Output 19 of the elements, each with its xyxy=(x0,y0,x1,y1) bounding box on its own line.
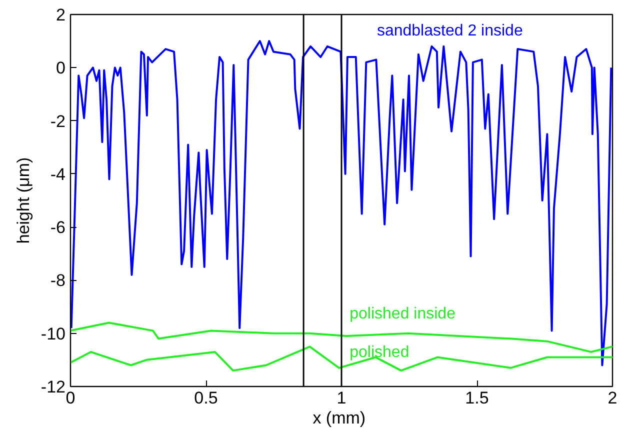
series-label: sandblasted 2 inside xyxy=(376,22,523,40)
x-tick-label: 2 xyxy=(608,388,618,408)
x-tick-label: 0.5 xyxy=(194,388,218,408)
series-label: polished inside xyxy=(350,305,456,322)
y-tick-label: -6 xyxy=(50,218,66,238)
y-tick-label: -10 xyxy=(40,324,66,344)
y-tick-label: 2 xyxy=(56,6,66,24)
line-series xyxy=(70,346,612,372)
y-axis-title: height (μm) xyxy=(14,157,33,244)
y-tick-label: -8 xyxy=(50,271,66,290)
y-tick-label: -4 xyxy=(50,164,66,184)
y-tick-label: -2 xyxy=(50,112,66,131)
y-tick-label: 0 xyxy=(56,58,66,78)
x-tick-label: 1.5 xyxy=(465,388,489,408)
line-series xyxy=(70,40,612,366)
x-axis-title: x (mm) xyxy=(312,408,366,428)
series-label: polished xyxy=(350,344,410,361)
y-tick-label: -12 xyxy=(40,378,66,396)
x-tick-label: 1 xyxy=(336,388,346,408)
